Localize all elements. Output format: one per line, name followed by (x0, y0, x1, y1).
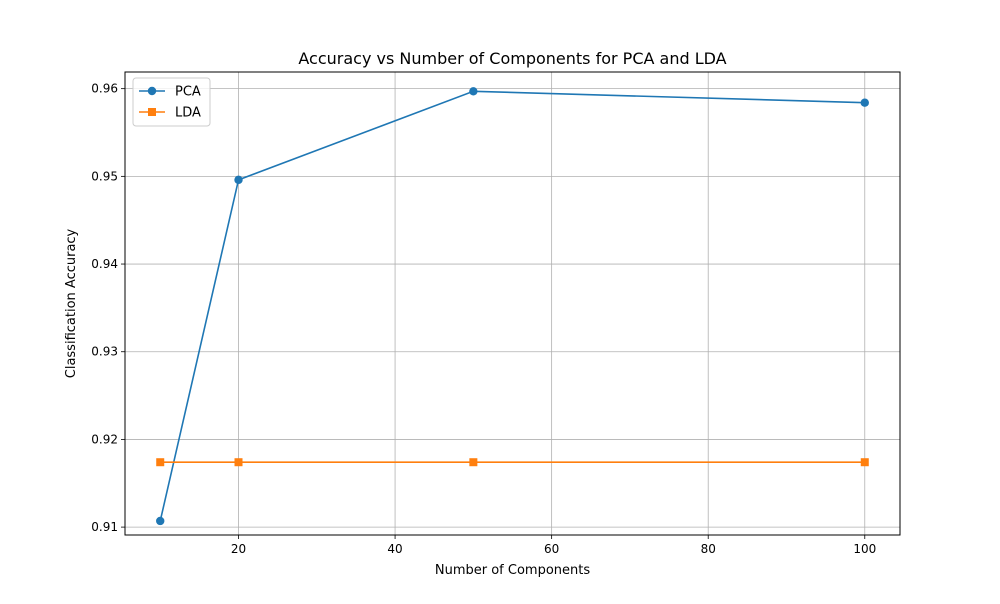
pca-point (234, 175, 243, 185)
lda-point (156, 458, 165, 467)
pca-line (159, 90, 865, 522)
series-layer (156, 87, 869, 526)
series-lda (156, 458, 869, 467)
y-tick-label: 0.92 (91, 432, 118, 446)
plot-frame (124, 71, 901, 536)
lda-point (860, 458, 869, 467)
legend-label-lda: LDA (175, 106, 201, 121)
y-tick-label: 0.91 (91, 520, 118, 534)
series-pca (156, 87, 869, 526)
x-tick-label: 100 (853, 542, 876, 556)
x-tick-label: 80 (701, 542, 716, 556)
y-axis-label: Classification Accuracy (64, 228, 79, 378)
chart-title: Accuracy vs Number of Components for PCA… (298, 49, 726, 68)
pca-point (469, 87, 478, 96)
grid (125, 72, 900, 535)
x-tick-label: 40 (387, 542, 402, 556)
legend-label-pca: PCA (175, 85, 201, 100)
legend-marker-pca (147, 86, 157, 96)
pca-point (860, 98, 869, 107)
y-tick-label: 0.93 (91, 345, 118, 359)
legend: PCA LDA (132, 77, 211, 127)
legend-marker-lda (148, 108, 156, 116)
x-tick-label: 20 (231, 542, 246, 556)
pca-point (156, 516, 165, 526)
y-tick-label: 0.96 (91, 82, 118, 96)
lda-point (469, 458, 478, 467)
lda-point (234, 458, 243, 467)
x-tick-label: 60 (544, 542, 559, 556)
y-tick-label: 0.95 (91, 169, 118, 183)
y-tick-label: 0.94 (91, 257, 118, 271)
ticks: 20 40 60 80 100 0.91 0.92 0.93 0.94 0.95 0.96 (91, 82, 876, 556)
x-axis-label: Number of Components (435, 563, 590, 578)
